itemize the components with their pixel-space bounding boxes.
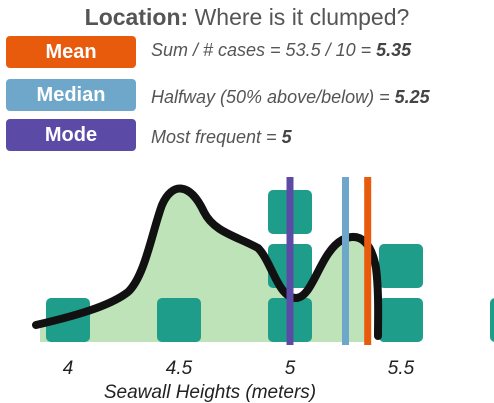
mean-description: Sum / # cases = 53.5 / 10 = 5.35 (151, 40, 412, 60)
data-square (490, 298, 494, 342)
x-tick-label: 4 (63, 358, 74, 379)
page-title: Location: Where is it clumped? (84, 4, 410, 30)
x-axis-ticks: 44.555.566.5 (63, 358, 415, 379)
x-axis-label: Seawall Heights (meters) (104, 382, 316, 403)
median-description: Halfway (50% above/below) = 5.25 (151, 87, 430, 107)
median-badge: Median (6, 79, 136, 111)
x-tick-label: 4.5 (166, 358, 193, 379)
x-tick-label: 5.5 (388, 358, 415, 379)
mean-line (364, 177, 372, 345)
data-square (157, 298, 201, 342)
mean-badge: Mean (6, 36, 136, 68)
data-square (379, 244, 423, 288)
data-square (379, 298, 423, 342)
median-line (342, 177, 349, 345)
mode-line (286, 177, 294, 345)
x-tick-label: 5 (285, 358, 296, 379)
mode-badge: Mode (6, 119, 136, 151)
mode-description: Most frequent = 5 (151, 127, 292, 147)
